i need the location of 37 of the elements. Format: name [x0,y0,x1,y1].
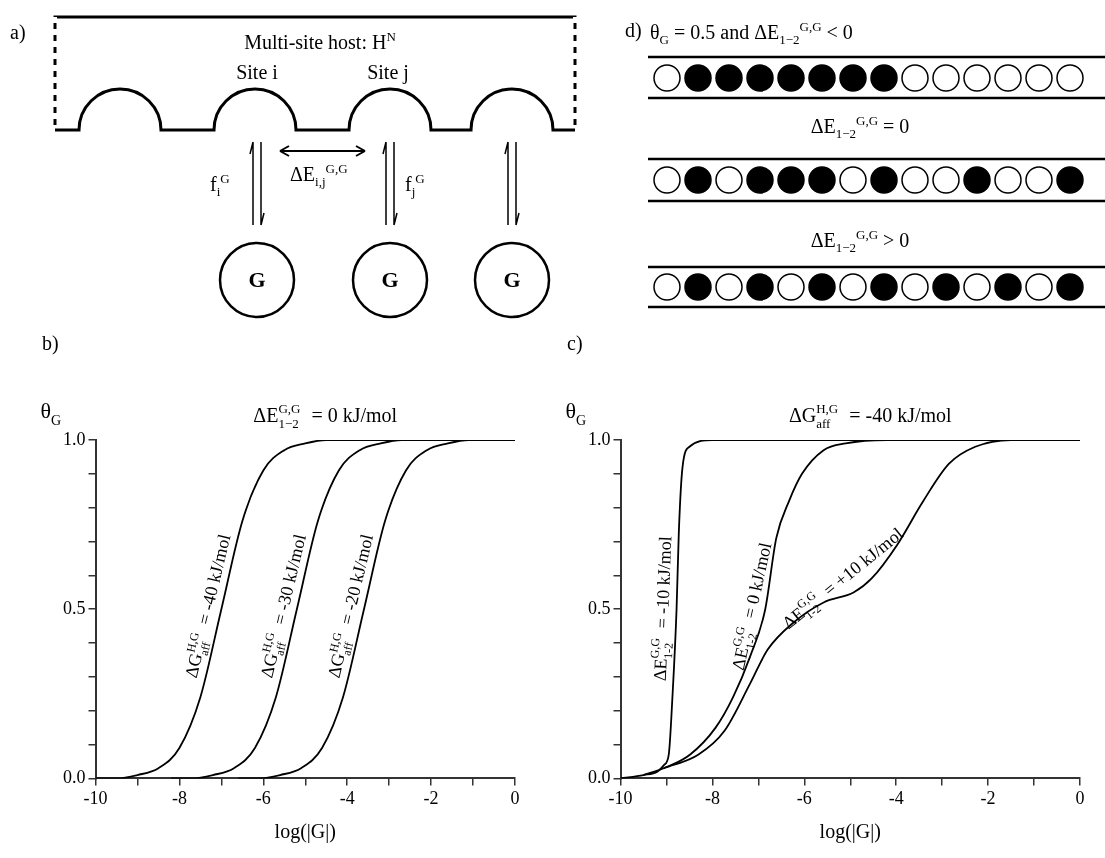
x-tick-label: -2 [423,787,439,808]
x-tick-label: -2 [980,787,996,808]
x-tick-label: -8 [704,787,720,808]
text: θ$_{G}$ = 0.5 and ΔE$_{1−2}$$^{G,G}$ < 0 [650,19,853,47]
text: ΔGaffH,G = -30 kJ/mol [256,532,310,680]
x-tick-label: -10 [83,787,108,808]
text: a) [10,21,26,43]
x-tick-label: -6 [796,787,812,808]
x-axis-title: log(|G|) [274,820,336,844]
text: Site i [236,61,278,83]
x-tick-label: -10 [608,787,633,808]
y-tick-label: 0.0 [588,767,611,788]
text: G [381,267,399,292]
x-tick-label: 0 [1075,787,1085,808]
x-axis-title: log(|G|) [819,820,881,844]
x-tick-label: -4 [339,787,355,808]
text: d) [625,19,642,41]
text: G [503,267,521,292]
text: ΔGaffH,G = -40 kJ/mol [180,532,235,680]
x-tick-label: 0 [510,787,520,808]
chart-title: b) [42,332,59,355]
text: Site j [367,61,409,83]
y-tick-label: 0.5 [63,597,86,618]
text: ΔE$_{1−2}$$^{G,G}$ = 0 [810,113,910,141]
y-tick-label: 0.5 [588,597,611,618]
y-tick-label: 1.0 [63,428,86,449]
y-tick-label: 0.0 [63,767,86,788]
text: Multi-site host: H$^{N}$ [244,29,396,53]
text: ΔE$_{1−2}$$^{G,G}$ > 0 [810,227,910,255]
x-tick-label: -4 [888,787,904,808]
text: ΔGaffH,G = -20 kJ/mol [323,532,378,680]
text: G [248,267,266,292]
x-tick-label: -6 [255,787,271,808]
y-tick-label: 1.0 [588,428,611,449]
text: ΔE1-2G,G = -10 kJ/mol [647,535,676,682]
chart-title: c) [567,332,583,355]
x-tick-label: -8 [171,787,187,808]
